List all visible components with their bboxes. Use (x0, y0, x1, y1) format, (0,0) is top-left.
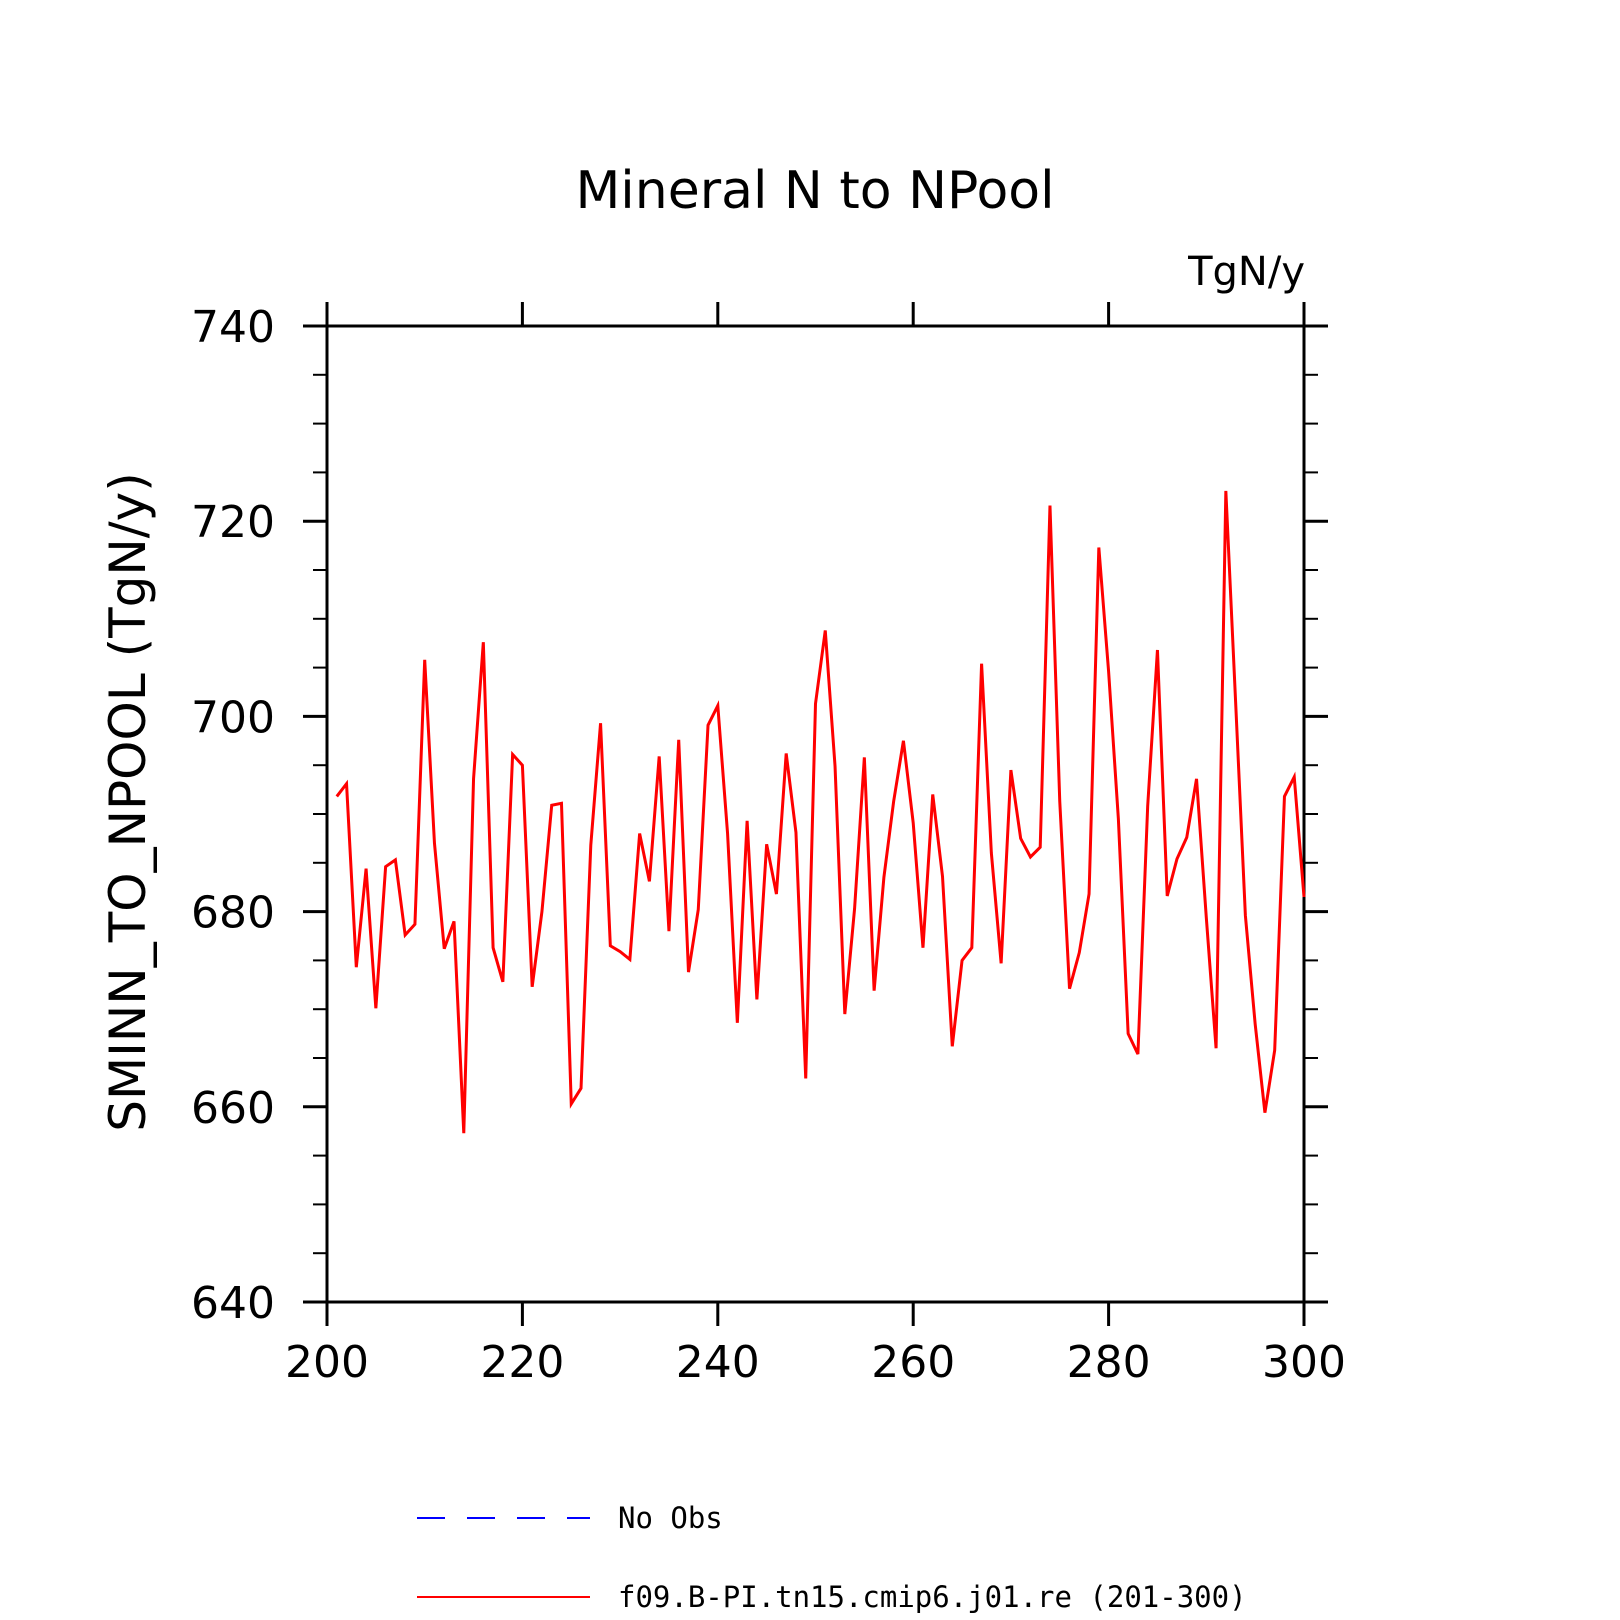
y-tick-label: 700 (191, 692, 275, 743)
series-line-1 (335, 490, 1306, 1134)
legend-label-no-obs: No Obs (618, 1501, 723, 1535)
x-tick-label: 260 (871, 1337, 955, 1388)
y-tick-label: 720 (191, 497, 275, 548)
x-tick-label: 280 (1067, 1337, 1151, 1388)
series-layer (335, 490, 1306, 1134)
legend-label-model-run: f09.B-PI.tn15.cmip6.j01.re (201-300) (618, 1580, 1247, 1614)
x-tick-label: 220 (480, 1337, 564, 1388)
y-tick-label: 680 (191, 888, 275, 939)
y-tick-label: 640 (191, 1278, 275, 1329)
x-tick-label: 300 (1262, 1337, 1346, 1388)
axis-tick-labels: 200 220 240 260 280 300 640 660 680 700 720 740 (191, 302, 1346, 1388)
y-axis-title: SMINN_TO_NPOOL (TgN/y) (99, 472, 157, 1131)
axis-ticks (303, 302, 1328, 1326)
x-tick-label: 240 (676, 1337, 760, 1388)
chart-title: Mineral N to NPool (575, 161, 1054, 221)
units-label: TgN/y (1187, 249, 1305, 295)
y-tick-label: 740 (191, 302, 275, 353)
x-tick-label: 200 (285, 1337, 369, 1388)
y-tick-label: 660 (191, 1083, 275, 1134)
legend: No Obs f09.B-PI.tn15.cmip6.j01.re (201-3… (417, 1501, 1247, 1614)
